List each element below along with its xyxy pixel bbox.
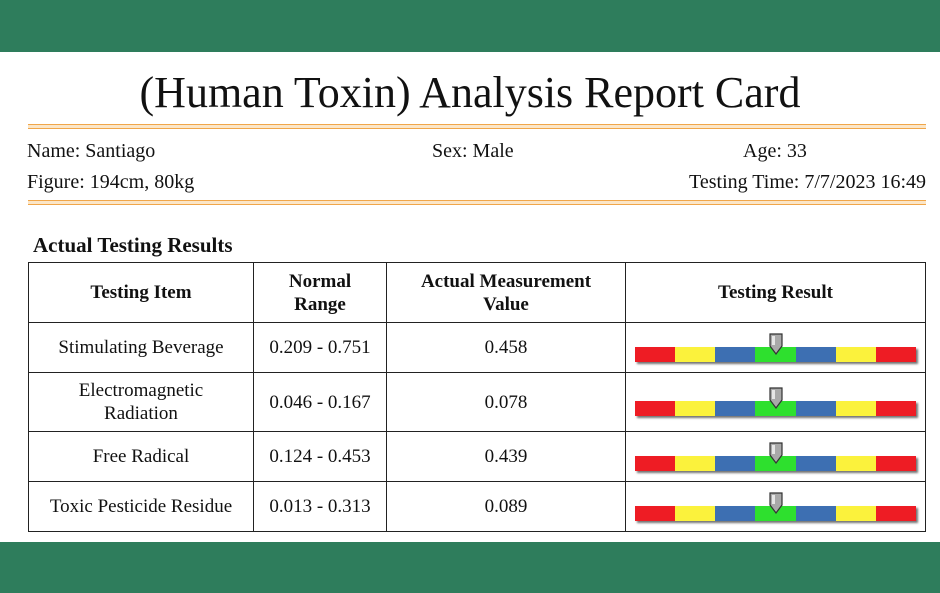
normal-range-cell: 0.013 - 0.313 xyxy=(253,481,387,532)
testing-result-cell xyxy=(625,372,926,432)
gauge-segment-blue xyxy=(715,455,756,471)
patient-sex: Sex: Male xyxy=(432,140,514,162)
result-gauge xyxy=(635,491,916,522)
testing-item-cell: Free Radical xyxy=(28,431,254,482)
measurement-value-cell: 0.439 xyxy=(386,431,626,482)
testing-result-cell xyxy=(625,322,926,373)
header-testing-result: Testing Result xyxy=(625,262,926,323)
gauge-segment-yellow xyxy=(675,455,716,471)
table-row: Free Radical 0.124 - 0.453 0.439 xyxy=(28,431,926,482)
testing-result-cell xyxy=(625,481,926,532)
measurement-value-cell: 0.089 xyxy=(386,481,626,532)
gauge-segment-blue xyxy=(795,401,836,416)
patient-name: Name: Santiago xyxy=(27,140,156,162)
report-title: (Human Toxin) Analysis Report Card xyxy=(139,68,801,117)
gauge-pointer-icon xyxy=(768,441,783,464)
normal-range-cell: 0.046 - 0.167 xyxy=(253,372,387,432)
gauge-pointer-icon xyxy=(768,332,783,355)
gauge-segment-red xyxy=(875,401,916,416)
result-gauge xyxy=(635,332,916,363)
gauge-segment-red xyxy=(875,505,916,521)
top-divider xyxy=(28,124,926,129)
gauge-segment-yellow xyxy=(675,401,716,416)
gauge-segment-blue xyxy=(795,505,836,521)
normal-range-cell: 0.124 - 0.453 xyxy=(253,431,387,482)
gauge-segment-blue xyxy=(715,346,756,362)
gauge-segment-yellow xyxy=(835,505,876,521)
gauge-segment-red xyxy=(875,346,916,362)
gauge-segment-yellow xyxy=(835,455,876,471)
measurement-value-cell: 0.458 xyxy=(386,322,626,373)
testing-result-cell xyxy=(625,431,926,482)
gauge-segment-red xyxy=(635,401,676,416)
table-header-row: Testing Item Normal Range Actual Measure… xyxy=(28,262,926,323)
result-gauge xyxy=(635,441,916,472)
gauge-segment-yellow xyxy=(835,346,876,362)
gauge-segment-yellow xyxy=(675,505,716,521)
gauge-segment-yellow xyxy=(675,346,716,362)
measurement-value-cell: 0.078 xyxy=(386,372,626,432)
gauge-pointer-icon xyxy=(768,491,783,514)
gauge-segment-red xyxy=(875,455,916,471)
results-table: Testing Item Normal Range Actual Measure… xyxy=(28,262,926,532)
table-row: Electromagnetic Radiation 0.046 - 0.167 … xyxy=(28,372,926,432)
gauge-segment-blue xyxy=(715,505,756,521)
table-row: Stimulating Beverage 0.209 - 0.751 0.458 xyxy=(28,322,926,373)
testing-time: Testing Time: 7/7/2023 16:49 xyxy=(689,171,926,193)
gauge-segment-blue xyxy=(795,455,836,471)
gauge-segment-yellow xyxy=(835,401,876,416)
gauge-segment-red xyxy=(635,505,676,521)
testing-item-cell: Toxic Pesticide Residue xyxy=(28,481,254,532)
gauge-segment-red xyxy=(635,346,676,362)
header-actual-value: Actual Measurement Value xyxy=(386,262,626,323)
gauge-pointer-icon xyxy=(768,387,783,409)
gauge-color-bar xyxy=(635,401,916,416)
section-heading: Actual Testing Results xyxy=(33,233,233,257)
testing-item-cell: Electromagnetic Radiation xyxy=(28,372,254,432)
gauge-segment-blue xyxy=(795,346,836,362)
gauge-segment-red xyxy=(635,455,676,471)
normal-range-cell: 0.209 - 0.751 xyxy=(253,322,387,373)
patient-age: Age: 33 xyxy=(743,140,807,162)
gauge-color-bar xyxy=(635,455,916,471)
header-normal-range: Normal Range xyxy=(253,262,387,323)
gauge-color-bar xyxy=(635,505,916,521)
testing-item-cell: Stimulating Beverage xyxy=(28,322,254,373)
report-card: (Human Toxin) Analysis Report Card Name:… xyxy=(0,52,940,542)
header-testing-item: Testing Item xyxy=(28,262,254,323)
result-gauge xyxy=(635,387,916,417)
gauge-segment-blue xyxy=(715,401,756,416)
patient-figure: Figure: 194cm, 80kg xyxy=(27,171,195,193)
table-row: Toxic Pesticide Residue 0.013 - 0.313 0.… xyxy=(28,481,926,532)
bottom-divider xyxy=(28,200,926,205)
